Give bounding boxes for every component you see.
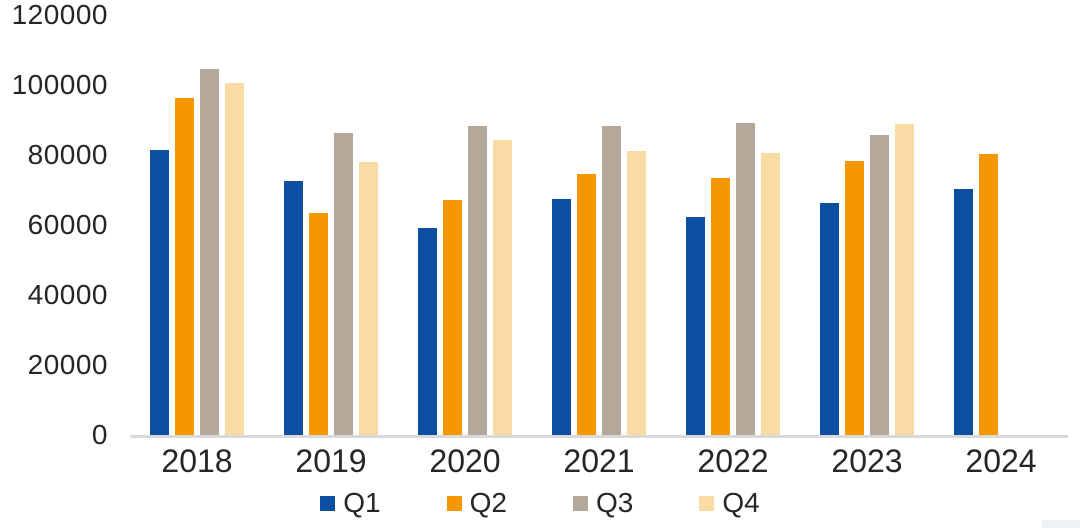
bar-2019-q2[interactable]	[309, 213, 328, 435]
bar-2023-q3[interactable]	[870, 135, 889, 435]
y-tick-label: 120000	[11, 0, 108, 30]
legend-label: Q1	[343, 487, 381, 518]
bar-2019-q4[interactable]	[359, 162, 378, 435]
x-axis-line	[130, 435, 1068, 438]
x-axis-label-2024: 2024	[965, 443, 1037, 479]
legend-label: Q4	[722, 487, 760, 518]
bar-2018-q1[interactable]	[150, 150, 169, 435]
legend-item-q3[interactable]: Q3	[573, 487, 633, 519]
y-tick-label: 40000	[27, 279, 108, 310]
bar-group-2022	[666, 15, 800, 435]
bar-2024-q1[interactable]	[954, 189, 973, 435]
plot-area	[130, 15, 1068, 438]
bar-group-2023	[800, 15, 934, 435]
legend-swatch-icon	[320, 495, 336, 511]
bar-group-2021	[532, 15, 666, 435]
bar-group-2019	[264, 15, 398, 435]
legend-swatch-icon	[573, 495, 588, 511]
x-axis-label-2020: 2020	[429, 443, 501, 479]
bar-2020-q1[interactable]	[418, 228, 437, 435]
legend: Q1 Q2 Q3 Q4	[0, 486, 1080, 520]
bar-2018-q2[interactable]	[175, 98, 194, 435]
bar-2018-q4[interactable]	[225, 83, 244, 435]
bar-2022-q4[interactable]	[761, 153, 780, 435]
legend-swatch-icon	[446, 495, 462, 511]
legend-label: Q3	[596, 487, 634, 518]
bar-2021-q3[interactable]	[602, 126, 621, 435]
bar-2020-q4[interactable]	[493, 140, 512, 435]
bar-2019-q3[interactable]	[334, 133, 353, 435]
plot-groups	[130, 15, 1068, 435]
legend-label: Q2	[469, 487, 507, 518]
bar-group-2018	[130, 15, 264, 435]
bar-2021-q4[interactable]	[627, 151, 646, 435]
y-tick-label: 20000	[27, 349, 108, 380]
bar-group-2020	[398, 15, 532, 435]
x-axis-label-2022: 2022	[697, 443, 769, 479]
x-axis-label-2021: 2021	[563, 443, 635, 479]
bar-2022-q2[interactable]	[711, 178, 730, 435]
bar-group-2024	[934, 15, 1068, 435]
bar-2021-q2[interactable]	[577, 174, 596, 435]
x-axis-label-2019: 2019	[295, 443, 367, 479]
corner-artifact	[1042, 520, 1080, 528]
legend-item-q4[interactable]: Q4	[699, 487, 760, 519]
bar-2024-q2[interactable]	[979, 154, 998, 435]
bar-2021-q1[interactable]	[552, 199, 571, 435]
y-tick-label: 0	[91, 419, 108, 450]
bar-2020-q3[interactable]	[468, 126, 487, 435]
bar-2020-q2[interactable]	[443, 200, 462, 435]
x-axis-label-2018: 2018	[161, 443, 233, 479]
bar-2022-q1[interactable]	[686, 217, 705, 435]
legend-swatch-icon	[699, 495, 715, 511]
bar-2018-q3[interactable]	[200, 69, 219, 435]
y-axis: 0 20000 40000 60000 80000 100000 120000	[0, 0, 108, 450]
bar-2023-q2[interactable]	[845, 161, 864, 435]
bar-2022-q3[interactable]	[736, 123, 755, 435]
y-tick-label: 60000	[27, 209, 108, 240]
x-axis-label-2023: 2023	[831, 443, 903, 479]
bar-2023-q1[interactable]	[820, 203, 839, 435]
y-tick-label: 100000	[11, 69, 108, 100]
legend-item-q2[interactable]: Q2	[446, 487, 507, 519]
bar-2019-q1[interactable]	[284, 181, 303, 435]
y-tick-label: 80000	[27, 139, 108, 170]
bar-2023-q4[interactable]	[895, 124, 914, 435]
legend-item-q1[interactable]: Q1	[320, 487, 381, 519]
x-axis-labels: 2018 2019 2020 2021 2022 2023 2024	[130, 443, 1068, 479]
